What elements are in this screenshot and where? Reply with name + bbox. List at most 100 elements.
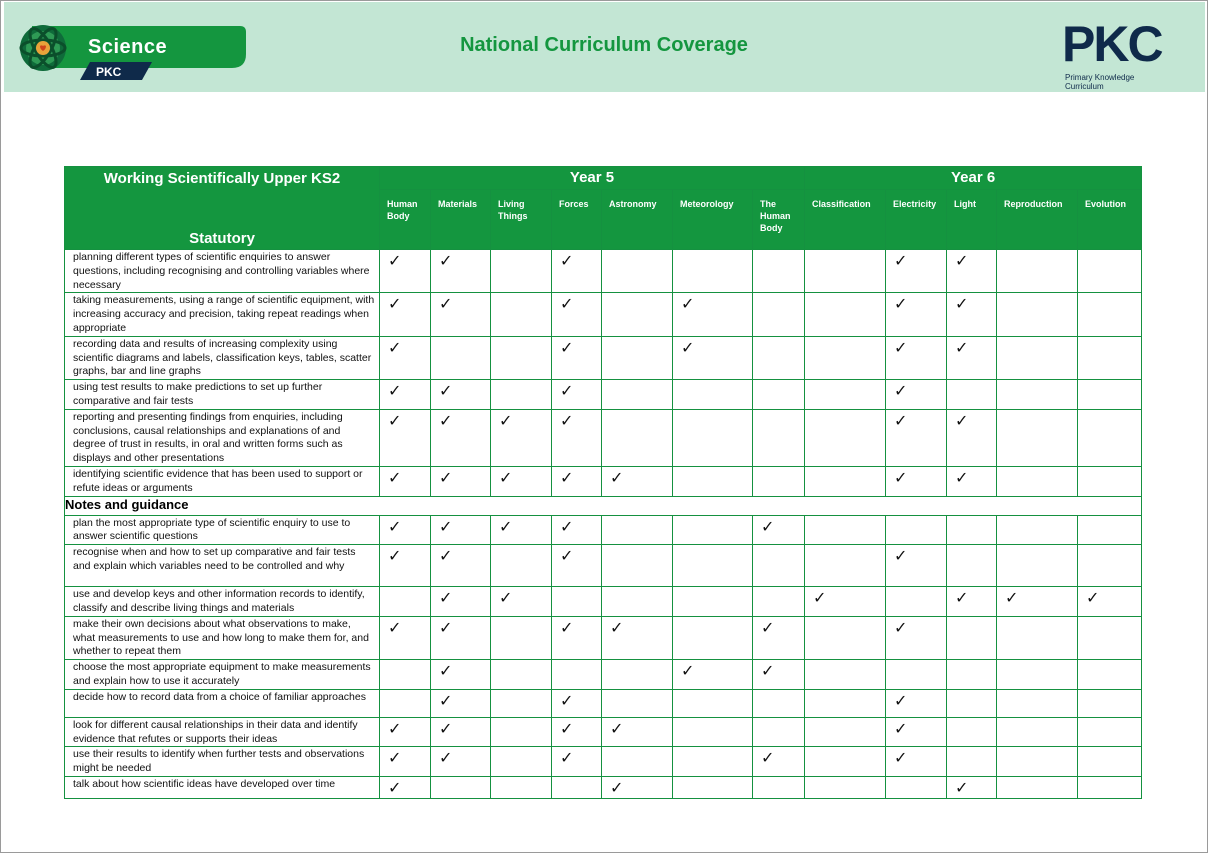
empty-cell xyxy=(996,775,1079,799)
check-icon: ✓ xyxy=(439,692,453,710)
statement-cell: using test results to make predictions t… xyxy=(64,379,380,410)
check-icon: ✓ xyxy=(813,590,827,608)
empty-cell xyxy=(751,544,806,588)
empty-cell xyxy=(946,659,998,690)
check-icon: ✓ xyxy=(681,663,695,681)
empty-cell xyxy=(946,746,998,777)
check-mark-cell: ✓ xyxy=(946,335,998,381)
check-icon: ✓ xyxy=(560,469,574,487)
year6-heading: Year 6 xyxy=(804,166,1143,190)
check-icon: ✓ xyxy=(1005,590,1019,608)
check-mark-cell: ✓ xyxy=(885,379,948,410)
check-icon: ✓ xyxy=(894,750,908,768)
column-header: Materials xyxy=(430,189,491,250)
empty-cell xyxy=(996,465,1079,497)
check-icon: ✓ xyxy=(388,253,402,270)
empty-cell xyxy=(601,688,673,718)
empty-cell xyxy=(672,615,753,661)
table-row: talk about how scientific ideas have dev… xyxy=(64,775,1143,799)
check-mark-cell: ✓ xyxy=(430,292,491,337)
check-mark-cell: ✓ xyxy=(551,514,602,546)
empty-cell xyxy=(672,544,753,588)
empty-cell xyxy=(804,248,887,294)
check-icon: ✓ xyxy=(560,383,574,401)
check-icon: ✓ xyxy=(388,469,402,487)
check-mark-cell: ✓ xyxy=(946,248,998,294)
check-icon: ✓ xyxy=(388,619,402,637)
statement-cell: use their results to identify when furth… xyxy=(64,746,380,777)
check-mark-cell: ✓ xyxy=(379,465,431,497)
check-mark-cell: ✓ xyxy=(379,335,431,381)
check-mark-cell: ✓ xyxy=(430,746,491,777)
empty-cell xyxy=(996,248,1079,294)
empty-cell xyxy=(1077,335,1143,381)
statement-cell: recognise when and how to set up compara… xyxy=(64,544,380,588)
column-header: Living Things xyxy=(490,189,552,250)
check-mark-cell: ✓ xyxy=(430,659,491,690)
check-icon: ✓ xyxy=(439,296,453,314)
check-mark-cell: ✓ xyxy=(885,716,948,748)
check-mark-cell: ✓ xyxy=(490,408,552,467)
column-header: Human Body xyxy=(379,189,431,250)
empty-cell xyxy=(379,586,431,617)
check-mark-cell: ✓ xyxy=(885,688,948,718)
empty-cell xyxy=(1077,379,1143,410)
check-mark-cell: ✓ xyxy=(379,544,431,588)
empty-cell xyxy=(1077,659,1143,690)
empty-cell xyxy=(804,775,887,799)
table-row: use and develop keys and other informati… xyxy=(64,586,1143,617)
check-mark-cell: ✓ xyxy=(551,465,602,497)
empty-cell xyxy=(601,514,673,546)
empty-cell xyxy=(804,379,887,410)
statement-cell: identifying scientific evidence that has… xyxy=(64,465,380,497)
empty-cell xyxy=(1077,248,1143,294)
empty-cell xyxy=(430,335,491,381)
empty-cell xyxy=(601,586,673,617)
check-mark-cell: ✓ xyxy=(430,615,491,661)
check-icon: ✓ xyxy=(681,339,695,357)
empty-cell xyxy=(751,408,806,467)
empty-cell xyxy=(804,716,887,748)
check-mark-cell: ✓ xyxy=(804,586,887,617)
empty-cell xyxy=(946,514,998,546)
check-icon: ✓ xyxy=(439,253,453,270)
check-icon: ✓ xyxy=(761,663,775,681)
empty-cell xyxy=(804,615,887,661)
empty-cell xyxy=(804,465,887,497)
check-icon: ✓ xyxy=(894,412,908,430)
empty-cell xyxy=(885,514,948,546)
check-icon: ✓ xyxy=(560,296,574,314)
check-mark-cell: ✓ xyxy=(946,586,998,617)
table-row: choose the most appropriate equipment to… xyxy=(64,659,1143,690)
empty-cell xyxy=(1077,465,1143,497)
table-row: reporting and presenting findings from e… xyxy=(64,408,1143,467)
check-icon: ✓ xyxy=(388,412,402,430)
table-row: recording data and results of increasing… xyxy=(64,335,1143,381)
check-icon: ✓ xyxy=(894,383,908,401)
check-icon: ✓ xyxy=(439,619,453,637)
empty-cell xyxy=(379,688,431,718)
empty-cell xyxy=(490,544,552,588)
empty-cell xyxy=(672,775,753,799)
check-icon: ✓ xyxy=(439,750,453,768)
check-mark-cell: ✓ xyxy=(430,248,491,294)
check-icon: ✓ xyxy=(560,692,574,710)
page-title: National Curriculum Coverage xyxy=(460,34,748,56)
empty-cell xyxy=(551,775,602,799)
empty-cell xyxy=(672,408,753,467)
check-mark-cell: ✓ xyxy=(430,544,491,588)
empty-cell xyxy=(672,514,753,546)
check-icon: ✓ xyxy=(955,412,969,430)
check-icon: ✓ xyxy=(499,412,513,430)
check-icon: ✓ xyxy=(761,750,775,768)
empty-cell xyxy=(751,775,806,799)
empty-cell xyxy=(490,335,552,381)
empty-cell xyxy=(490,379,552,410)
empty-cell xyxy=(601,659,673,690)
empty-cell xyxy=(672,465,753,497)
check-mark-cell: ✓ xyxy=(885,248,948,294)
empty-cell xyxy=(751,465,806,497)
check-mark-cell: ✓ xyxy=(885,544,948,588)
pkc-logo: PKC xyxy=(1062,16,1164,72)
check-icon: ✓ xyxy=(894,339,908,357)
